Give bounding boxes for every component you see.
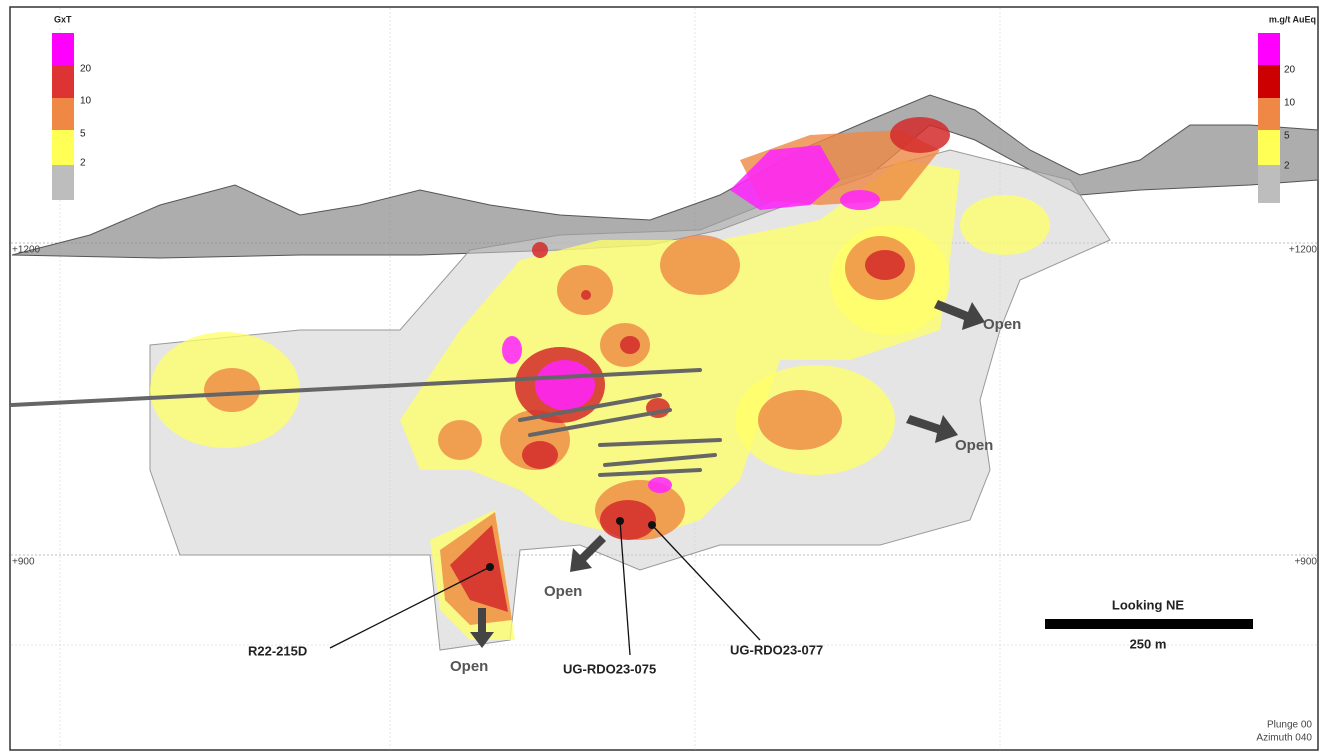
legend-label: 5 (1284, 131, 1290, 142)
open-label: Open (983, 316, 1021, 333)
scale-bar (1045, 619, 1253, 629)
legend-label: 20 (80, 64, 92, 75)
right-legend (1258, 33, 1280, 203)
elevation-label: +1200 (12, 245, 41, 256)
zone-20 (502, 145, 880, 493)
view-direction: Looking NE (1112, 597, 1185, 612)
azimuth-label: Azimuth 040 (1256, 733, 1312, 744)
open-label: Open (544, 583, 582, 600)
open-label: Open (955, 437, 993, 454)
legend-label: 20 (1284, 65, 1296, 76)
legend-label: 2 (1284, 161, 1290, 172)
legend-label: 10 (80, 96, 92, 107)
underground-workings (10, 368, 722, 477)
open-label: Open (450, 658, 488, 675)
scale-label: 250 m (1130, 636, 1167, 651)
hole-leaders (329, 520, 761, 656)
legend-label: 2 (80, 158, 86, 169)
legend-title: m.g/t AuEq (1269, 14, 1316, 24)
elevation-label: +900 (12, 557, 35, 568)
elevation-label: +900 (1294, 557, 1317, 568)
hole-pierce-points (486, 517, 656, 571)
plunge-label: Plunge 00 (1267, 720, 1312, 731)
elevation-label: +1200 (1289, 245, 1318, 256)
drill-hole-label: UG-RDO23-075 (563, 661, 656, 676)
legend-title: GxT (54, 14, 72, 24)
legend-label: 5 (80, 129, 86, 140)
drill-hole-label: UG-RDO23-077 (730, 642, 823, 657)
left-legend (52, 33, 74, 200)
drill-hole-label: R22-215D (248, 643, 307, 658)
legend-label: 10 (1284, 98, 1296, 109)
open-arrows (470, 300, 985, 648)
